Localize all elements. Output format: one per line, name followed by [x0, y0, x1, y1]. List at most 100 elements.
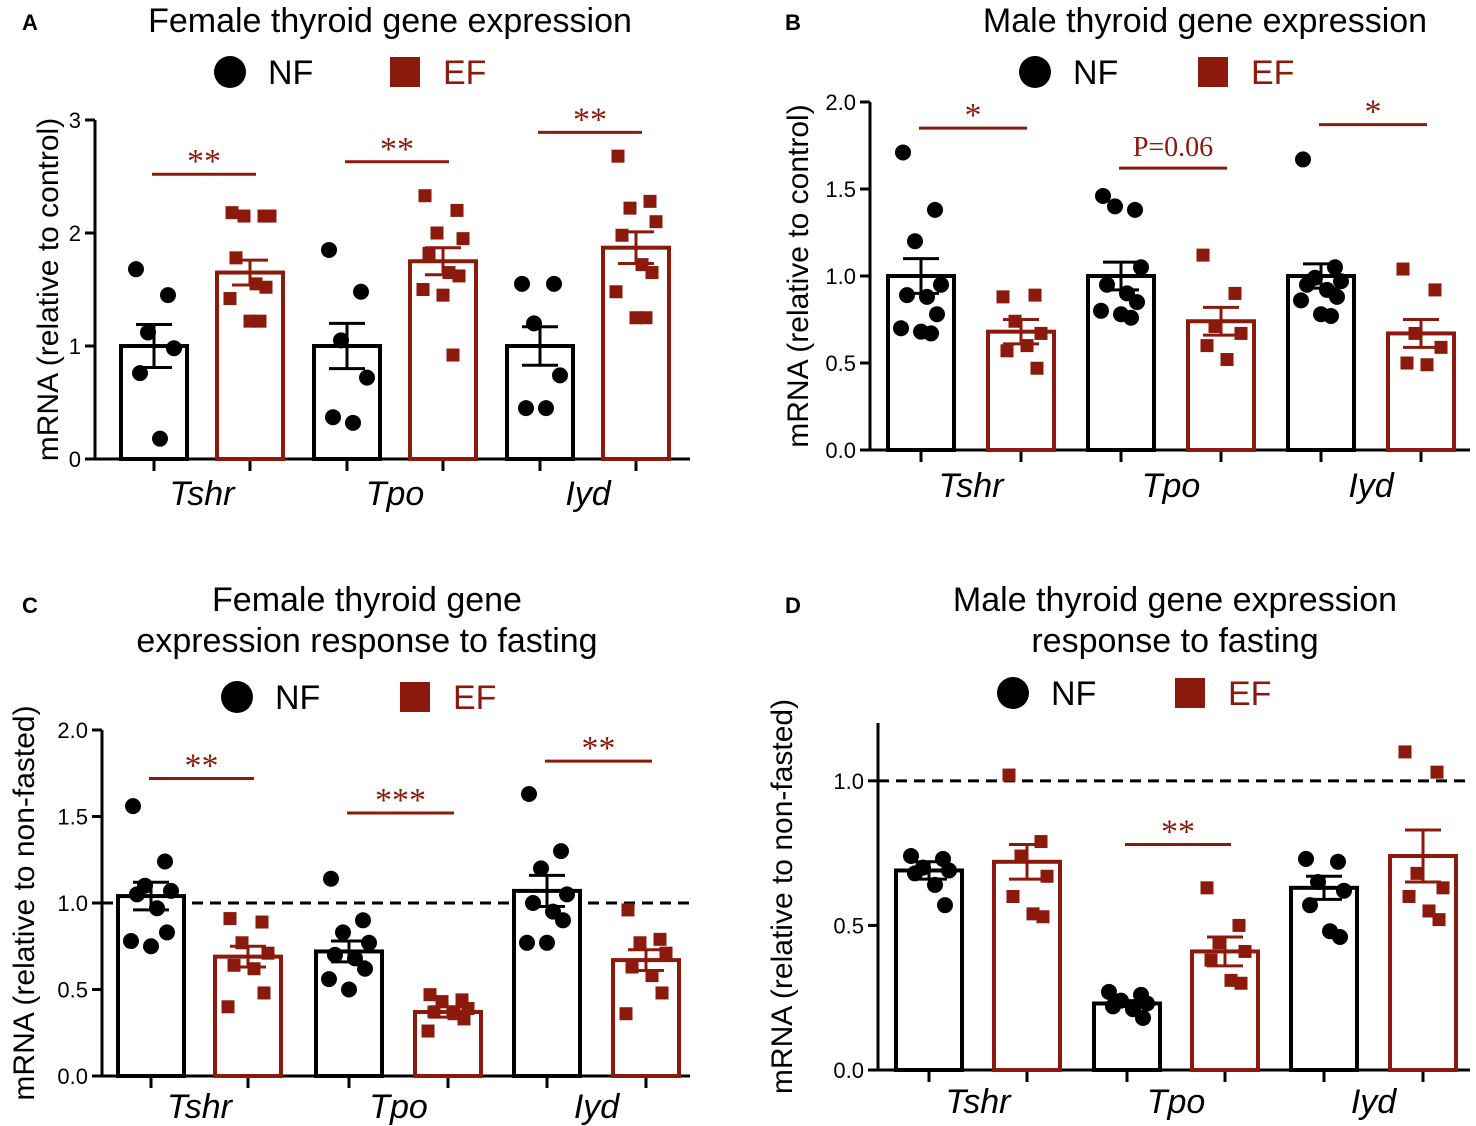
data-point-ef	[249, 277, 263, 291]
legend-nf-marker	[214, 56, 246, 88]
y-tick-label: 0	[69, 447, 81, 472]
bar-nf-iyd	[1289, 885, 1359, 1073]
data-point-ef	[645, 969, 659, 983]
data-point-ef	[649, 215, 663, 229]
data-point-nf	[361, 934, 377, 951]
data-point-ef	[1008, 314, 1022, 328]
data-point-ef	[625, 960, 639, 974]
data-point-ef	[1432, 913, 1446, 927]
data-point-ef	[1000, 344, 1014, 358]
chart-title: Male thyroid gene expression	[953, 581, 1397, 619]
category-label: Tshr	[170, 475, 237, 513]
data-point-nf	[907, 233, 923, 250]
y-tick-label: 1	[69, 334, 81, 359]
legend: NF EF	[221, 679, 496, 717]
data-point-nf	[1293, 292, 1309, 309]
data-point-ef	[1014, 849, 1028, 863]
bar-ef-tshr	[992, 859, 1062, 1072]
significance-label: **	[573, 101, 607, 138]
significance-label: **	[1161, 813, 1195, 850]
data-point-ef	[261, 946, 275, 960]
y-tick-label: 1.5	[825, 177, 856, 202]
data-point-ef	[1006, 890, 1020, 903]
data-point-nf	[538, 400, 554, 417]
data-point-ef	[435, 995, 449, 1009]
chart-title: expression response to fasting	[136, 622, 597, 660]
bar-ef-iyd	[601, 245, 671, 461]
data-point-nf	[128, 261, 144, 278]
data-point-nf	[555, 912, 571, 929]
data-point-nf	[903, 848, 919, 865]
data-point-nf	[1099, 276, 1115, 293]
data-point-nf	[895, 144, 911, 161]
data-point-ef	[227, 958, 241, 972]
data-point-ef	[243, 314, 257, 328]
data-point-ef	[1034, 326, 1048, 340]
data-point-nf	[533, 860, 549, 877]
data-point-nf	[1095, 187, 1111, 204]
y-tick-label: 1.0	[57, 891, 88, 916]
significance-label: **	[185, 747, 219, 784]
data-point-nf	[1107, 198, 1123, 215]
legend-ef-label: EF	[453, 679, 496, 717]
data-point-nf	[321, 241, 337, 258]
legend-ef-label: EF	[443, 54, 486, 92]
data-point-ef	[1040, 869, 1054, 883]
data-point-ef	[1410, 866, 1424, 880]
data-point-nf	[553, 843, 569, 860]
data-point-nf	[321, 971, 337, 988]
legend-ef-marker	[400, 682, 430, 712]
data-point-nf	[521, 786, 537, 803]
bar-ef-tpo	[1190, 949, 1260, 1072]
data-point-ef	[1224, 973, 1238, 987]
data-point-nf	[1295, 151, 1311, 168]
data-point-ef	[457, 1012, 471, 1026]
data-point-ef	[1420, 358, 1434, 372]
data-point-ef	[1036, 910, 1050, 924]
data-point-nf	[1299, 276, 1315, 293]
data-point-nf	[525, 895, 541, 911]
y-tick-label: 0.5	[825, 351, 856, 376]
data-point-ef	[1002, 768, 1016, 782]
legend-nf-label: NF	[1051, 675, 1096, 713]
category-label: Tpo	[1147, 1083, 1206, 1121]
chart-title: Female thyroid gene expression	[148, 2, 632, 40]
data-point-ef	[253, 314, 267, 328]
data-point-nf	[160, 287, 176, 304]
data-point-nf	[159, 924, 175, 941]
y-axis-label: mRNA (relative to non-fasted)	[8, 705, 41, 1100]
data-point-ef	[452, 269, 466, 283]
data-point-nf	[357, 960, 373, 977]
data-point-ef	[1238, 944, 1252, 958]
data-point-ef	[225, 206, 239, 220]
data-point-nf	[927, 201, 943, 218]
data-point-ef	[442, 266, 456, 280]
data-point-ef	[1232, 918, 1246, 932]
bar-ef-tpo	[413, 1009, 483, 1078]
chart-title: Male thyroid gene expression	[983, 2, 1427, 40]
data-point-nf	[518, 400, 534, 417]
data-point-ef	[653, 932, 667, 946]
data-point-nf	[125, 798, 141, 815]
data-point-nf	[1135, 1009, 1151, 1026]
category-label: Iyd	[1348, 467, 1394, 505]
y-axis-label: mRNA (relative to non-fasted)	[766, 699, 799, 1094]
data-point-ef	[423, 988, 437, 1002]
data-point-ef	[1396, 262, 1410, 276]
significance-label: P=0.06	[1133, 132, 1213, 163]
data-point-ef	[450, 203, 464, 217]
data-point-ef	[1400, 356, 1414, 370]
y-tick-label: 0.0	[57, 1064, 88, 1089]
data-point-nf	[929, 306, 945, 323]
data-point-ef	[430, 226, 444, 240]
legend-nf-marker	[221, 681, 253, 713]
data-point-nf	[347, 950, 363, 967]
category-label: Iyd	[1351, 1083, 1397, 1121]
data-point-ef	[615, 228, 629, 242]
data-point-nf	[1127, 201, 1143, 218]
data-point-nf	[335, 924, 351, 941]
data-point-nf	[123, 933, 139, 950]
